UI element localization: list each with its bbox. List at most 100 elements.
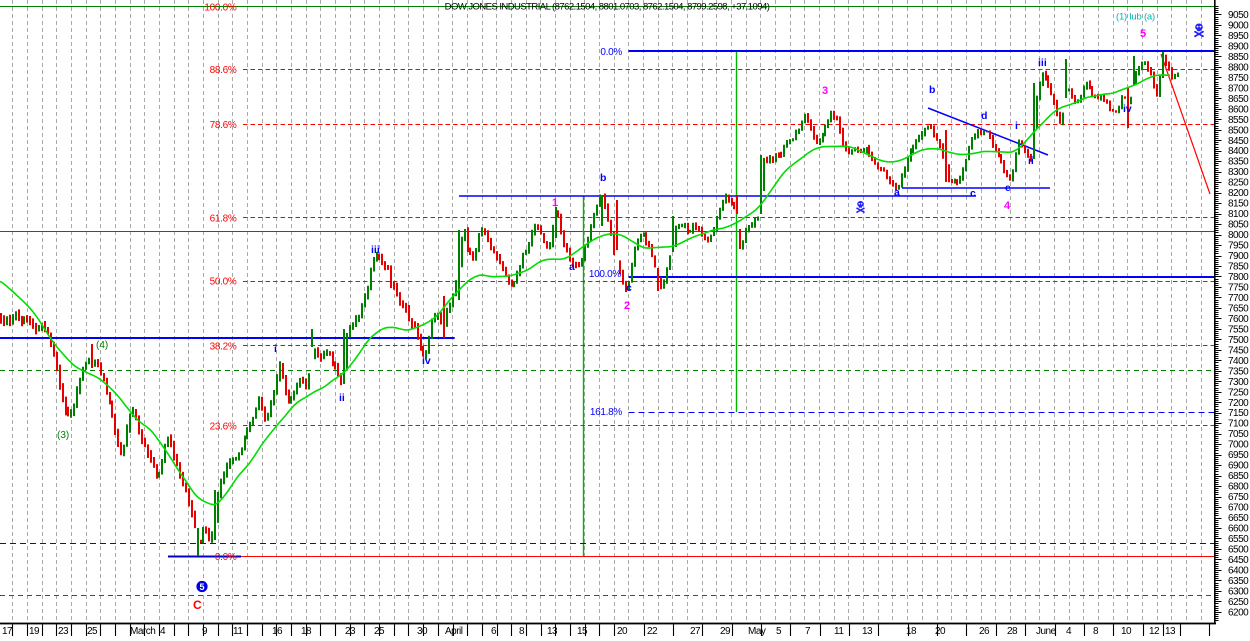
svg-text:17: 17 [2, 626, 13, 636]
svg-text:4: 4 [1004, 200, 1011, 212]
svg-text:C: C [193, 598, 202, 612]
svg-text:(1) lub (a): (1) lub (a) [1116, 12, 1155, 23]
svg-text:June: June [1036, 626, 1057, 636]
svg-text:7200: 7200 [1228, 398, 1249, 409]
svg-text:100.0%: 100.0% [589, 269, 622, 280]
svg-text:23: 23 [58, 626, 69, 636]
svg-text:100.0%: 100.0% [204, 2, 237, 13]
svg-text:8850: 8850 [1228, 52, 1249, 63]
svg-text:7450: 7450 [1228, 345, 1249, 356]
svg-text:7: 7 [805, 626, 811, 636]
svg-text:7050: 7050 [1228, 429, 1249, 440]
svg-text:18: 18 [906, 626, 917, 636]
svg-text:6300: 6300 [1228, 586, 1249, 597]
svg-text:a: a [569, 261, 575, 273]
svg-text:15: 15 [577, 626, 588, 636]
svg-text:7500: 7500 [1228, 335, 1249, 346]
svg-text:8650: 8650 [1228, 94, 1249, 105]
svg-text:26: 26 [979, 626, 990, 636]
svg-text:iv: iv [1123, 103, 1132, 115]
svg-text:March: March [130, 626, 155, 636]
svg-text:11: 11 [233, 626, 243, 636]
svg-text:ii: ii [1028, 155, 1034, 167]
svg-text:25: 25 [87, 626, 98, 636]
svg-text:7900: 7900 [1228, 251, 1249, 262]
svg-text:7750: 7750 [1228, 283, 1249, 294]
svg-text:8550: 8550 [1228, 115, 1249, 126]
svg-text:13: 13 [547, 626, 558, 636]
svg-text:7100: 7100 [1228, 419, 1249, 430]
svg-text:50.0%: 50.0% [210, 277, 237, 288]
svg-text:8900: 8900 [1228, 41, 1249, 52]
svg-text:30: 30 [417, 626, 428, 636]
svg-text:23.6%: 23.6% [210, 422, 237, 433]
svg-text:i: i [274, 343, 277, 355]
svg-text:7650: 7650 [1228, 303, 1249, 314]
svg-text:6600: 6600 [1228, 524, 1249, 535]
svg-text:7250: 7250 [1228, 387, 1249, 398]
svg-text:6450: 6450 [1228, 555, 1249, 566]
svg-text:e: e [1005, 182, 1011, 194]
svg-text:23: 23 [345, 626, 356, 636]
svg-text:7600: 7600 [1228, 314, 1249, 325]
svg-text:8950: 8950 [1228, 31, 1249, 42]
svg-text:0.0%: 0.0% [600, 47, 622, 58]
svg-text:16: 16 [272, 626, 283, 636]
svg-text:13: 13 [1165, 626, 1176, 636]
svg-text:8450: 8450 [1228, 136, 1249, 147]
svg-text:9: 9 [202, 626, 208, 636]
svg-text:12: 12 [1149, 626, 1160, 636]
svg-text:7150: 7150 [1228, 408, 1249, 419]
svg-text:18: 18 [301, 626, 312, 636]
svg-text:8200: 8200 [1228, 188, 1249, 199]
svg-text:6900: 6900 [1228, 461, 1249, 472]
svg-text:78.6%: 78.6% [210, 120, 237, 131]
svg-text:6550: 6550 [1228, 534, 1249, 545]
svg-text:20: 20 [617, 626, 628, 636]
svg-text:9000: 9000 [1228, 21, 1249, 32]
svg-text:b: b [600, 172, 606, 184]
svg-text:8: 8 [1093, 626, 1099, 636]
svg-text:(4): (4) [96, 340, 108, 351]
svg-text:8250: 8250 [1228, 178, 1249, 189]
svg-text:(3): (3) [57, 430, 69, 441]
svg-text:19: 19 [29, 626, 40, 636]
svg-text:iii: iii [1038, 57, 1047, 69]
svg-text:22: 22 [647, 626, 658, 636]
svg-text:8400: 8400 [1228, 146, 1249, 157]
svg-text:8350: 8350 [1228, 157, 1249, 168]
svg-text:0.0%: 0.0% [215, 552, 237, 563]
svg-text:11: 11 [834, 626, 844, 636]
svg-text:7400: 7400 [1228, 356, 1249, 367]
svg-text:7850: 7850 [1228, 262, 1249, 273]
svg-text:38.2%: 38.2% [210, 342, 237, 353]
svg-text:b: b [929, 84, 935, 96]
svg-text:10: 10 [1121, 626, 1132, 636]
svg-text:a: a [894, 187, 900, 199]
svg-text:6: 6 [491, 626, 497, 636]
svg-text:5: 5 [1140, 28, 1146, 40]
svg-text:7700: 7700 [1228, 293, 1249, 304]
svg-text:d: d [981, 110, 987, 122]
svg-text:27: 27 [690, 626, 701, 636]
svg-text:i: i [1015, 120, 1018, 132]
svg-text:7550: 7550 [1228, 324, 1249, 335]
svg-text:8500: 8500 [1228, 125, 1249, 136]
svg-text:88.6%: 88.6% [210, 65, 237, 76]
svg-text:8700: 8700 [1228, 83, 1249, 94]
svg-text:7950: 7950 [1228, 241, 1249, 252]
svg-text:6350: 6350 [1228, 576, 1249, 587]
svg-text:May: May [748, 626, 766, 636]
svg-text:8000: 8000 [1228, 230, 1249, 241]
svg-text:8600: 8600 [1228, 104, 1249, 115]
svg-text:April: April [445, 626, 463, 636]
svg-text:c: c [970, 188, 976, 200]
svg-text:7350: 7350 [1228, 366, 1249, 377]
svg-text:1: 1 [552, 197, 558, 209]
svg-text:6250: 6250 [1228, 597, 1249, 608]
svg-text:7300: 7300 [1228, 377, 1249, 388]
svg-text:8100: 8100 [1228, 209, 1249, 220]
svg-text:5: 5 [776, 626, 782, 636]
svg-text:8800: 8800 [1228, 62, 1249, 73]
svg-text:28: 28 [1007, 626, 1018, 636]
